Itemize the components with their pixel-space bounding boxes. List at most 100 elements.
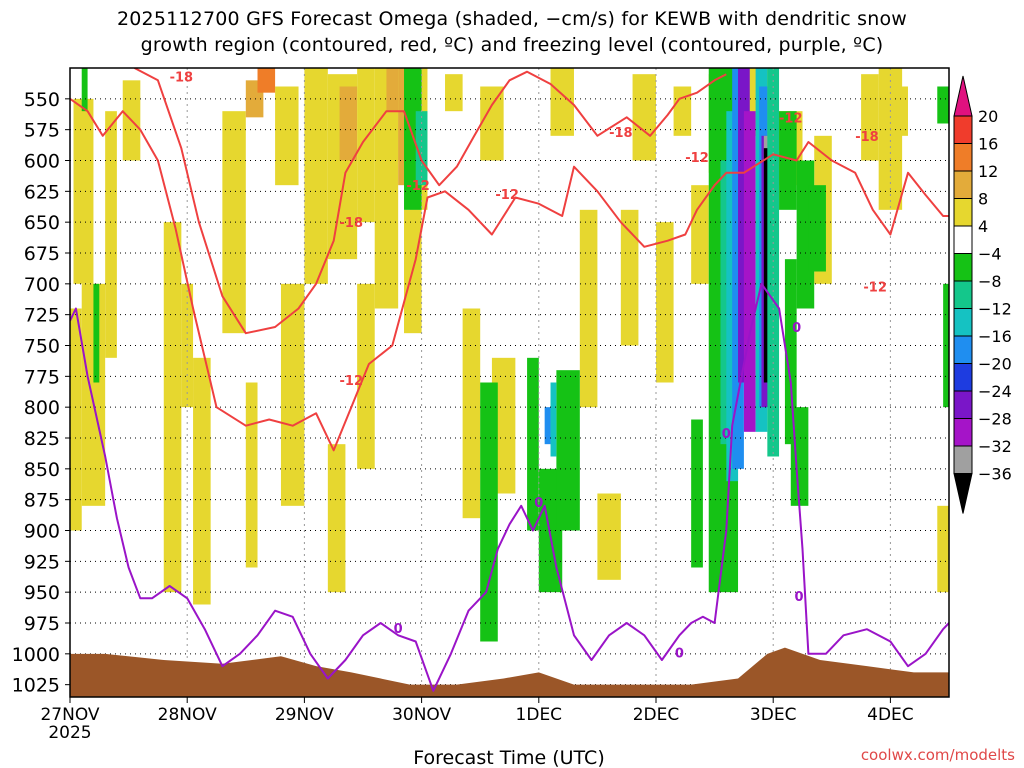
dgz-contour-label: -12 [406, 179, 430, 194]
freezing-contour-label: 0 [794, 590, 803, 605]
freezing-contour-label: 0 [792, 321, 801, 336]
omega-cell [480, 86, 504, 161]
omega-cell [790, 407, 809, 506]
colorbar-label: −12 [978, 300, 1012, 319]
dgz-contour-label: -12 [863, 280, 887, 295]
omega-cell [357, 68, 375, 223]
omega-cell [163, 222, 182, 593]
omega-cell [550, 68, 574, 136]
dgz-contour-label: -12 [340, 374, 364, 389]
colorbar-swatch [953, 280, 973, 309]
freezing-contour-label: 0 [722, 427, 731, 442]
terrain-fill [70, 647, 949, 697]
colorbar-swatch [953, 363, 973, 392]
colorbar-label: −8 [978, 272, 1002, 291]
omega-cell [620, 209, 639, 346]
omega-cell [105, 111, 117, 358]
freezing-level-contour [70, 282, 949, 692]
watermark: coolwx.com/modelts [861, 746, 1015, 764]
dgz-contour-label: -12 [685, 151, 709, 166]
x-tick-label: 2DEC [633, 705, 680, 725]
y-tick-label: 700 [24, 274, 60, 296]
dgz-contour-label: -18 [855, 130, 879, 145]
omega-cell [937, 505, 949, 593]
omega-cell [81, 68, 88, 112]
omega-cell [763, 148, 770, 383]
omega-cell [673, 86, 692, 136]
y-tick-label: 575 [24, 120, 60, 142]
colorbar-swatch [953, 143, 973, 172]
colorbar-swatch [953, 445, 973, 474]
omega-cell [896, 86, 908, 136]
y-tick-label: 600 [24, 151, 60, 173]
omega-cell [943, 283, 949, 408]
omega-cell [280, 283, 305, 506]
chart-title-line2: growth region (contoured, red, ºC) and f… [140, 34, 884, 56]
colorbar-top-arrow [953, 75, 973, 117]
y-tick-label: 675 [24, 243, 60, 265]
y-tick-label: 900 [24, 521, 60, 543]
omega-cell [445, 74, 463, 112]
dgz-contour-label: -18 [170, 71, 194, 86]
y-tick-label: 950 [24, 582, 60, 604]
omega-cell [480, 382, 498, 642]
omega-cell [386, 68, 399, 112]
omega-cell [73, 98, 94, 284]
omega-cell [93, 283, 100, 383]
omega-cell [193, 357, 211, 605]
omega-cell [544, 407, 551, 445]
omega-cell [656, 222, 674, 383]
omega-cell [415, 111, 428, 186]
colorbar: 20 16 12 8 4 −4 −8 −12 −16 −20 −24 −28 −32 −36 [953, 75, 1012, 514]
freezing-contour-label: 0 [675, 647, 684, 662]
colorbar-label: −20 [978, 355, 1012, 374]
dgz-contour-label: -12 [779, 111, 803, 126]
colorbar-label: −36 [978, 465, 1012, 484]
chart-title-line1: 2025112700 GFS Forecast Omega (shaded, −… [116, 8, 908, 30]
colorbar-label: −24 [978, 382, 1012, 401]
y-tick-label: 975 [24, 613, 60, 635]
omega-cell [222, 111, 246, 334]
x-axis: 27NOV 28NOV 29NOV 30NOV 1DEC 2DEC 3DEC 4DEC 2025 [40, 697, 914, 743]
omega-cell [779, 111, 797, 210]
y-tick-label: 750 [24, 336, 60, 358]
colorbar-label: 4 [978, 217, 988, 236]
colorbar-label: −32 [978, 437, 1012, 456]
colorbar-label: 20 [978, 107, 998, 126]
y-tick-label: 1025 [12, 675, 60, 697]
freezing-contour-label: 0 [394, 622, 403, 637]
colorbar-swatch [953, 418, 973, 447]
colorbar-label: 12 [978, 162, 998, 181]
y-tick-label: 775 [24, 366, 60, 388]
omega-cell [767, 68, 780, 457]
colorbar-label: 16 [978, 135, 998, 154]
colorbar-swatch [953, 253, 973, 282]
y-tick-label: 825 [24, 428, 60, 450]
omega-cell [374, 68, 399, 309]
x-tick-label: 28NOV [158, 705, 217, 725]
contour-labels: -18 -18 -18 -18 -12 -12 -12 -12 -12 -12 0 0 0 0 0 0 [170, 71, 887, 662]
omega-cell [808, 185, 826, 272]
y-tick-label: 625 [24, 181, 60, 203]
omega-cell [738, 68, 750, 383]
omega-cell [556, 370, 580, 531]
omega-cell [937, 86, 949, 124]
colorbar-bottom-arrow [953, 473, 973, 514]
colorbar-swatch [953, 115, 973, 144]
omega-cell [691, 419, 703, 568]
omega-cell [784, 259, 797, 445]
omega-cell [257, 68, 276, 93]
colorbar-swatch [953, 335, 973, 364]
colorbar-swatch [953, 198, 973, 227]
omega-cell [597, 493, 621, 580]
colorbar-label: 8 [978, 190, 988, 209]
omega-cell [691, 185, 709, 284]
dgz-contour-label: -18 [609, 126, 633, 141]
x-tick-year-label: 2025 [48, 723, 91, 743]
y-tick-label: 650 [24, 212, 60, 234]
colorbar-swatch [953, 390, 973, 419]
omega-cell [304, 68, 328, 284]
dgz-contour-label: -12 [495, 188, 519, 203]
colorbar-label: −16 [978, 327, 1012, 346]
